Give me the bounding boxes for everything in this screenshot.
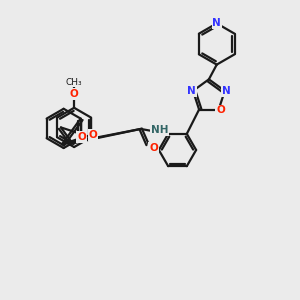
Text: O: O: [216, 106, 225, 116]
Text: N: N: [222, 86, 231, 96]
Text: N: N: [212, 18, 221, 28]
Text: O: O: [89, 130, 98, 140]
Text: O: O: [70, 89, 79, 99]
Text: O: O: [149, 142, 158, 153]
Text: CH₃: CH₃: [66, 78, 83, 87]
Text: O: O: [77, 132, 86, 142]
Text: N: N: [187, 86, 196, 96]
Text: NH: NH: [151, 125, 168, 135]
